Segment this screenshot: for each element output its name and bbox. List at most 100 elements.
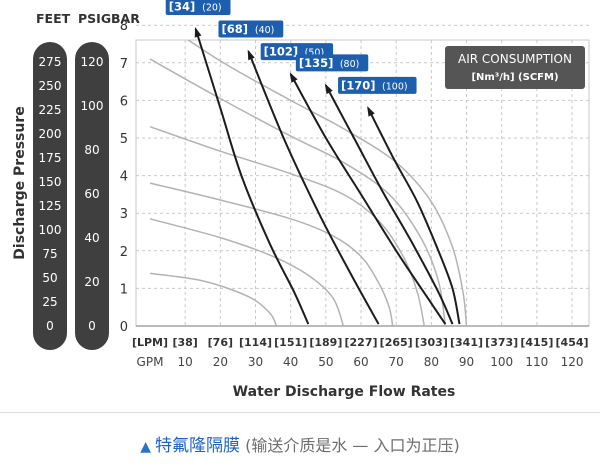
psig-tick-label: 80 [84,143,99,157]
air-consumption-curve [247,51,380,325]
caption-triangle-icon: ▲ [140,439,152,455]
x-tick-label-lpm: [341] [450,336,483,349]
caption: ▲ 特氟隆隔膜 (输送介质是水 — 入口为正压) [0,431,600,456]
header-psig: PSIG [78,11,111,26]
x-tick-label-lpm: [454] [556,336,589,349]
curve-arrowhead-icon [289,72,298,83]
x-tick-label-lpm: [303] [415,336,448,349]
bar-tick-label: 6 [120,94,128,109]
x-tick-label-lpm: [227] [345,336,378,349]
x-tick-label-gpm: 100 [490,355,513,369]
x-axis-label: Water Discharge Flow Rates [233,384,456,400]
bar-tick-label: 0 [120,320,128,335]
psig-tick-label: 0 [88,319,96,333]
psig-tick-label: 120 [81,55,104,69]
x-tick-label-gpm: 70 [389,355,404,369]
psig-tick-label: 40 [84,231,99,245]
air-label-scfm: (50) [305,48,325,59]
x-tick-label-lpm: [151] [274,336,307,349]
air-label-nm3h: [170] [341,78,376,92]
bar-tick-labels: 0 1 2 3 4 5 6 7 8 [120,19,128,335]
feet-tick-label: 275 [39,55,62,69]
air-label-scfm: (20) [202,2,222,13]
x-tick-label-gpm: 90 [459,355,474,369]
curve-arrowhead-icon [194,27,202,38]
performance-curve [149,58,447,326]
x-tick-label-gpm: 120 [561,355,584,369]
bar-tick-label: 7 [120,57,128,72]
bar-tick-label: 2 [120,245,128,260]
air-label-scfm: (100) [382,81,408,92]
air-label-badge [338,76,417,94]
air-label-nm3h: [102] [264,45,299,59]
performance-curve [186,40,468,326]
psig-tick-label: 100 [81,99,104,113]
x-tick-label-lpm: [38] [172,336,197,349]
feet-tick-label: 150 [39,175,62,189]
air-consumption-curve [289,73,447,325]
legend-title: AIR CONSUMPTION [458,52,572,66]
x-tick-label-gpm: 10 [178,355,193,369]
x-tick-label-gpm: 80 [424,355,439,369]
bar-tick-label: 8 [120,19,128,34]
psig-tick-label: 60 [84,187,99,201]
header-feet: FEET [36,11,71,26]
x-tick-label-lpm: [415] [520,336,553,349]
feet-tick-label: 225 [39,103,62,117]
x-tick-label-lpm: [189] [309,336,342,349]
air-label-nm3h: [68] [221,22,248,36]
x-tick-label-lpm: [76] [208,336,233,349]
caption-main: 特氟隆隔膜 [155,436,241,456]
air-label-nm3h: [135] [299,56,334,70]
caption-sub: (输送介质是水 — 入口为正压) [240,436,460,455]
x-tick-label-gpm: 50 [318,355,333,369]
bar-tick-label: 5 [120,132,128,147]
bar-tick-label: 3 [120,207,128,222]
divider [0,412,600,413]
x-tick-label-lpm: [265] [380,336,413,349]
performance-curve [149,182,394,326]
x-tick-label-gpm: 60 [353,355,368,369]
x-tick-label-lpm: [114] [239,336,272,349]
header-bar: BAR [111,11,140,26]
x-tick-label-lpm: [373] [485,336,518,349]
x-tick-label-gpm: 30 [248,355,263,369]
x-tick-label-gpm: GPM [137,355,164,369]
air-label-scfm: (40) [255,25,275,36]
air-consumption-curves [194,27,461,325]
bar-tick-label: 1 [120,282,128,297]
x-tick-labels: [LPM] [38] [76] [114] [151] [189] [227] [265] [3… [132,336,589,369]
air-label-scfm: (80) [340,59,360,70]
performance-curve [149,218,345,326]
air-consumption-curve [325,84,454,325]
performance-curve [149,125,426,326]
feet-scale-bar [33,42,67,350]
psig-scale-bar [75,42,109,350]
x-tick-label-gpm: 20 [213,355,228,369]
performance-curve [149,272,278,326]
psig-tick-label: 20 [84,275,99,289]
feet-tick-label: 0 [46,319,54,333]
air-consumption-labels: [34] (20) [68] (40) [102] (50)[135] (80) [170] (… [165,0,417,94]
bar-tick-label: 4 [120,170,128,185]
feet-tick-label: 75 [42,247,57,261]
x-tick-label-gpm: 40 [283,355,298,369]
feet-tick-label: 125 [39,199,62,213]
x-tick-label-lpm: [LPM] [132,336,168,349]
legend-subtitle: [Nm³/h] (SCFM) [471,72,558,83]
legend-box [445,46,585,89]
air-label-nm3h: [34] [169,0,196,13]
air-label-badge [165,0,231,15]
curve-arrowhead-icon [367,106,375,117]
feet-tick-label: 250 [39,79,62,93]
air-consumption-curve [367,107,461,325]
feet-tick-label: 25 [42,295,57,309]
feet-tick-label: 50 [42,271,57,285]
air-label-badge [295,54,369,72]
feet-tick-label: 200 [39,127,62,141]
psig-tick-labels: 120 100 80 60 40 20 0 [81,55,104,333]
air-consumption-curve [194,28,310,325]
curve-arrowhead-icon [247,49,255,61]
